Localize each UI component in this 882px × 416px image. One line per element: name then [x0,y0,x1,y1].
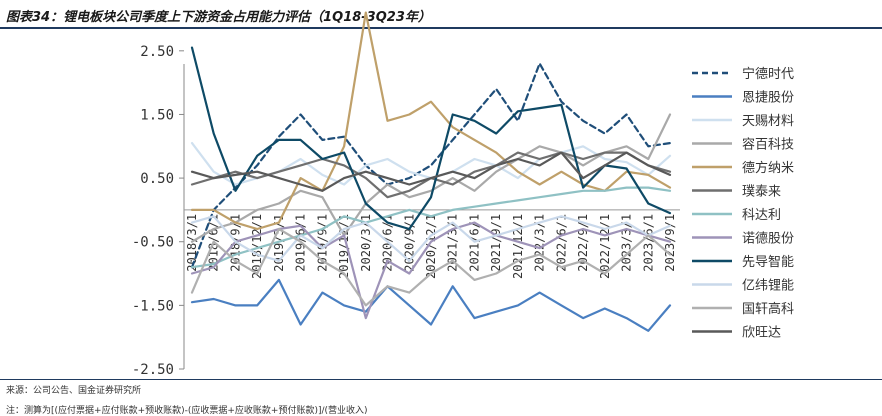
bottom-rule [0,379,882,380]
source-note: 来源：公司公告、国金证券研究所 [6,386,142,396]
y-tick-label: -1.50 [132,298,174,314]
y-tick-label: -0.50 [132,235,174,251]
chart-title: 图表34：锂电板块公司季度上下游资金占用能力评估（1Q18-3Q23年） [6,10,431,25]
series-line-8 [190,221,672,320]
x-tick-label: 2022/9/1 [576,214,590,272]
legend-label: 恩捷股份 [742,91,794,106]
x-tick-label: 2021/12/1 [511,214,525,279]
legend-label: 天赐材料 [742,114,794,129]
legend-label: 亿纬锂能 [742,279,794,294]
legend-label: 欣旺达 [742,326,781,341]
title-rule [0,27,882,29]
series-line-2 [190,278,672,332]
x-tick-label: 2021/6/1 [467,214,481,272]
series-line-1 [190,62,672,269]
x-tick-label: 2022/12/1 [598,214,612,279]
x-tick-label: 2020/3/1 [359,214,373,272]
y-tick-label: 0.50 [140,171,174,187]
y-axis: -2.50 -1.50 -0.50 0.50 1.50 2.50 [132,44,185,378]
legend-label: 诺德股份 [742,232,794,247]
x-tick-label: 2023/9/1 [663,214,677,272]
series-line-9 [190,46,672,231]
y-tick-label: 2.50 [140,44,174,60]
x-tick-label: 2019/12/1 [337,214,351,279]
legend-label: 宁德时代 [742,66,794,82]
legend-label: 国轩高科 [742,301,794,317]
series-line-11 [190,227,672,307]
x-tick-label: 2022/6/1 [554,214,568,272]
series-line-4 [190,113,672,243]
series-line-12 [190,151,672,192]
legend-label: 德方纳米 [742,160,794,176]
series-group [190,11,672,332]
y-tick-label: 1.50 [140,107,174,123]
x-tick-label: 2023/6/1 [641,214,655,272]
series-line-5 [190,11,672,231]
legend-label: 璞泰来 [742,185,781,200]
series-line-10 [190,215,672,262]
legend: 宁德时代恩捷股份天赐材料容百科技德方纳米璞泰来科达利诺德股份先导智能亿纬锂能国轩… [692,66,794,341]
legend-label: 容百科技 [742,137,794,153]
y-tick-label: -2.50 [132,362,174,378]
line-chart: -2.50-1.50-0.500.501.502.50 2018/3/1 2018… [132,11,794,378]
x-tick-label: 2018/12/1 [250,214,264,279]
legend-label: 科达利 [742,208,781,223]
x-tick-label: 2021/9/1 [489,214,503,272]
x-tick-label: 2020/12/1 [424,214,438,279]
legend-label: 先导智能 [742,255,794,270]
